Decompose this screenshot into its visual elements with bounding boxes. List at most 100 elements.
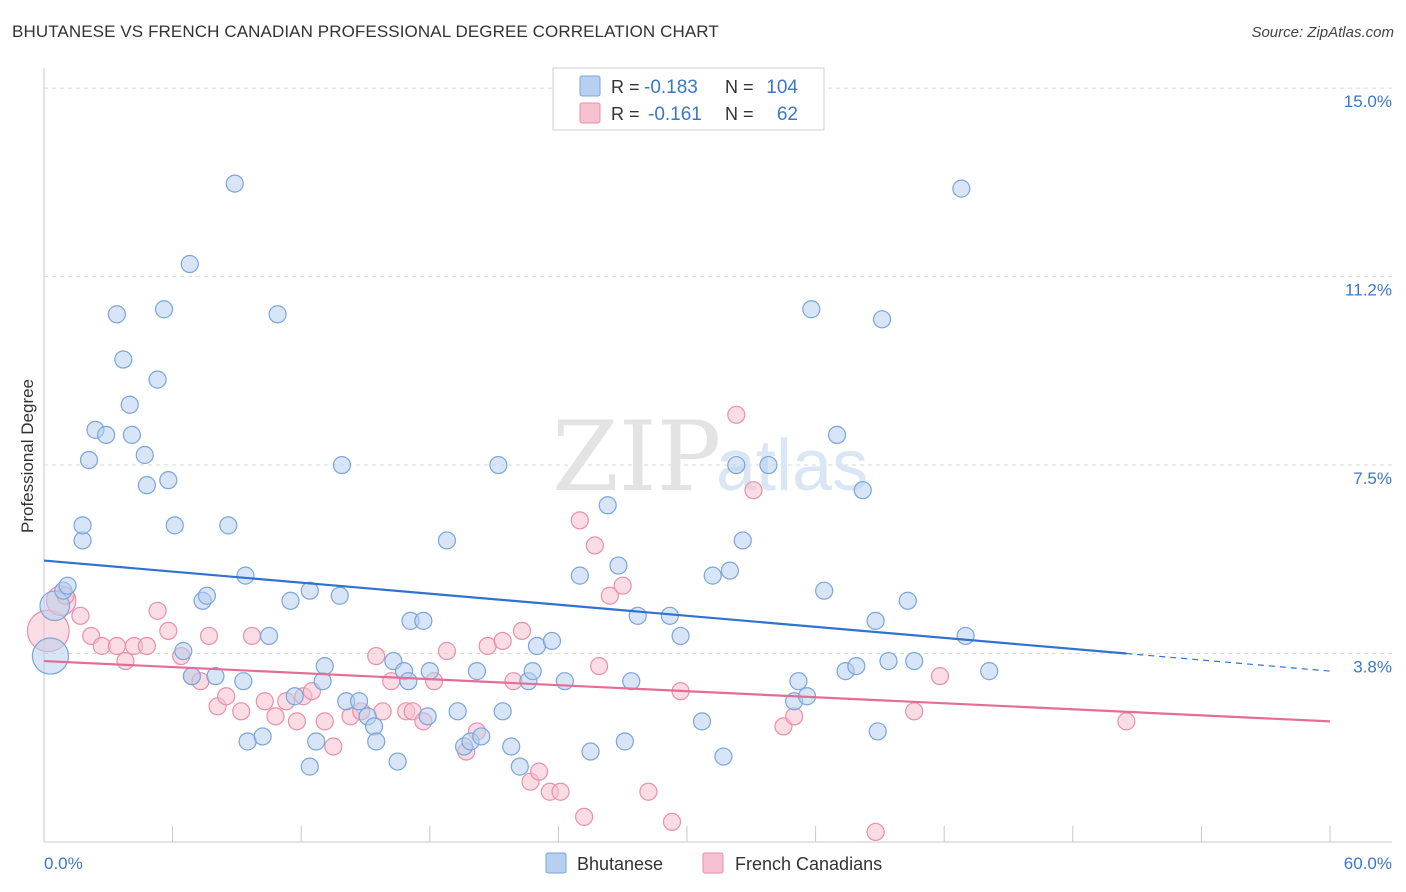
y-tick-label: 11.2%	[1345, 281, 1392, 300]
french-canadians-point	[255, 692, 274, 711]
bhutanese-point	[489, 455, 508, 475]
bhutanese-point	[527, 636, 547, 656]
bhutanese-point	[137, 476, 156, 495]
bhutanese-point	[182, 667, 201, 686]
y-tick-label: 7.5%	[1353, 469, 1392, 488]
bhutanese-trend-line	[43, 559, 1127, 655]
bhutanese-point	[733, 531, 752, 550]
bhutanese-point	[952, 179, 971, 198]
french-canadians-point	[159, 621, 178, 641]
legend-n-value-1: 104	[766, 77, 798, 98]
bhutanese-point	[253, 727, 272, 746]
legend-swatch-bhutanese	[579, 75, 601, 97]
legend-box: R = -0.183 N = 104 R = -0.161 N = 62	[552, 67, 825, 131]
bhutanese-points	[31, 174, 999, 776]
legend-r-value-1: -0.183	[644, 77, 698, 98]
french-canadians-point	[1117, 712, 1136, 731]
bhutanese-point	[219, 516, 238, 535]
source-label: Source: ZipAtlas.com	[1251, 24, 1394, 41]
x-tick-label-min: 0.0%	[44, 854, 83, 873]
legend-n-label-1: N =	[725, 77, 754, 97]
bhutanese-point	[853, 481, 872, 500]
bhutanese-point	[868, 722, 887, 741]
bhutanese-point	[307, 732, 326, 751]
bhutanese-point	[236, 566, 255, 585]
bhutanese-point	[502, 737, 521, 756]
bhutanese-point	[628, 606, 647, 625]
bhutanese-point	[420, 662, 439, 681]
bhutanese-point	[581, 742, 600, 761]
bhutanese-point	[789, 672, 808, 691]
bhutanese-point	[956, 626, 975, 646]
bhutanese-point	[332, 455, 352, 475]
bhutanese-point	[759, 455, 778, 475]
trend-lines	[43, 559, 1331, 723]
french-canadians-point	[437, 641, 457, 661]
bhutanese-point	[523, 662, 542, 681]
bhutanese-point	[598, 496, 617, 515]
y-tick-labels: 15.0% 11.2% 7.5% 3.8%	[1344, 92, 1392, 676]
bhutanese-point	[79, 450, 99, 470]
bhutanese-point	[467, 662, 487, 681]
bhutanese-point	[609, 556, 628, 575]
bhutanese-point	[692, 712, 712, 731]
bhutanese-point	[148, 370, 167, 389]
bottom-legend-label-bhutanese: Bhutanese	[577, 854, 663, 874]
bhutanese-point	[154, 300, 174, 319]
french-canadians-point	[232, 702, 251, 721]
french-canadians-point	[570, 511, 589, 530]
french-canadians-point	[575, 807, 594, 826]
bhutanese-point	[448, 702, 467, 721]
french-canadians-point	[493, 631, 512, 651]
bhutanese-point	[703, 566, 722, 585]
bhutanese-point	[414, 611, 433, 630]
french-canadians-point	[613, 576, 632, 595]
french-canadians-point	[266, 707, 285, 726]
bhutanese-point	[268, 305, 287, 324]
bhutanese-trend-extension	[1126, 652, 1331, 672]
y-axis-title: Professional Degree	[18, 379, 37, 533]
bhutanese-point	[120, 395, 139, 414]
bhutanese-point	[349, 692, 369, 711]
bhutanese-point	[174, 641, 193, 661]
french-canadians-point	[478, 636, 497, 656]
bhutanese-point	[622, 672, 641, 691]
bhutanese-point	[281, 591, 300, 610]
french-canadians-point	[590, 656, 609, 676]
bhutanese-point	[472, 727, 491, 746]
french-canadians-point	[551, 782, 570, 801]
french-canadians-point	[137, 636, 156, 656]
bhutanese-point	[671, 626, 690, 646]
bhutanese-point	[165, 516, 184, 535]
bhutanese-point	[827, 425, 847, 444]
french-canadians-point	[639, 782, 658, 801]
axes	[43, 68, 1392, 843]
bhutanese-point	[815, 581, 834, 600]
french-canadians-point	[217, 687, 236, 706]
bhutanese-point	[388, 752, 407, 771]
bhutanese-point	[300, 581, 319, 600]
bhutanese-point	[122, 425, 141, 444]
bhutanese-point	[234, 672, 253, 691]
bhutanese-point	[399, 672, 418, 691]
french-canadians-trend-line	[43, 659, 1331, 723]
french-canadians-point	[287, 712, 307, 731]
legend-r-value-2: -0.161	[648, 104, 702, 125]
french-canadians-point	[107, 636, 126, 656]
bhutanese-point	[300, 757, 319, 776]
bhutanese-point	[97, 425, 116, 444]
bhutanese-point	[898, 591, 917, 610]
bhutanese-point	[905, 651, 924, 671]
bhutanese-point	[58, 576, 77, 595]
bhutanese-point	[135, 445, 154, 465]
bhutanese-point	[197, 586, 216, 605]
french-canadians-point	[199, 626, 219, 646]
bhutanese-point	[31, 637, 70, 675]
bhutanese-point	[980, 662, 999, 681]
legend-n-label-2: N =	[725, 104, 754, 124]
bhutanese-point	[259, 626, 279, 646]
bhutanese-point	[238, 732, 257, 751]
bhutanese-point	[727, 455, 746, 475]
bhutanese-point	[364, 717, 384, 736]
